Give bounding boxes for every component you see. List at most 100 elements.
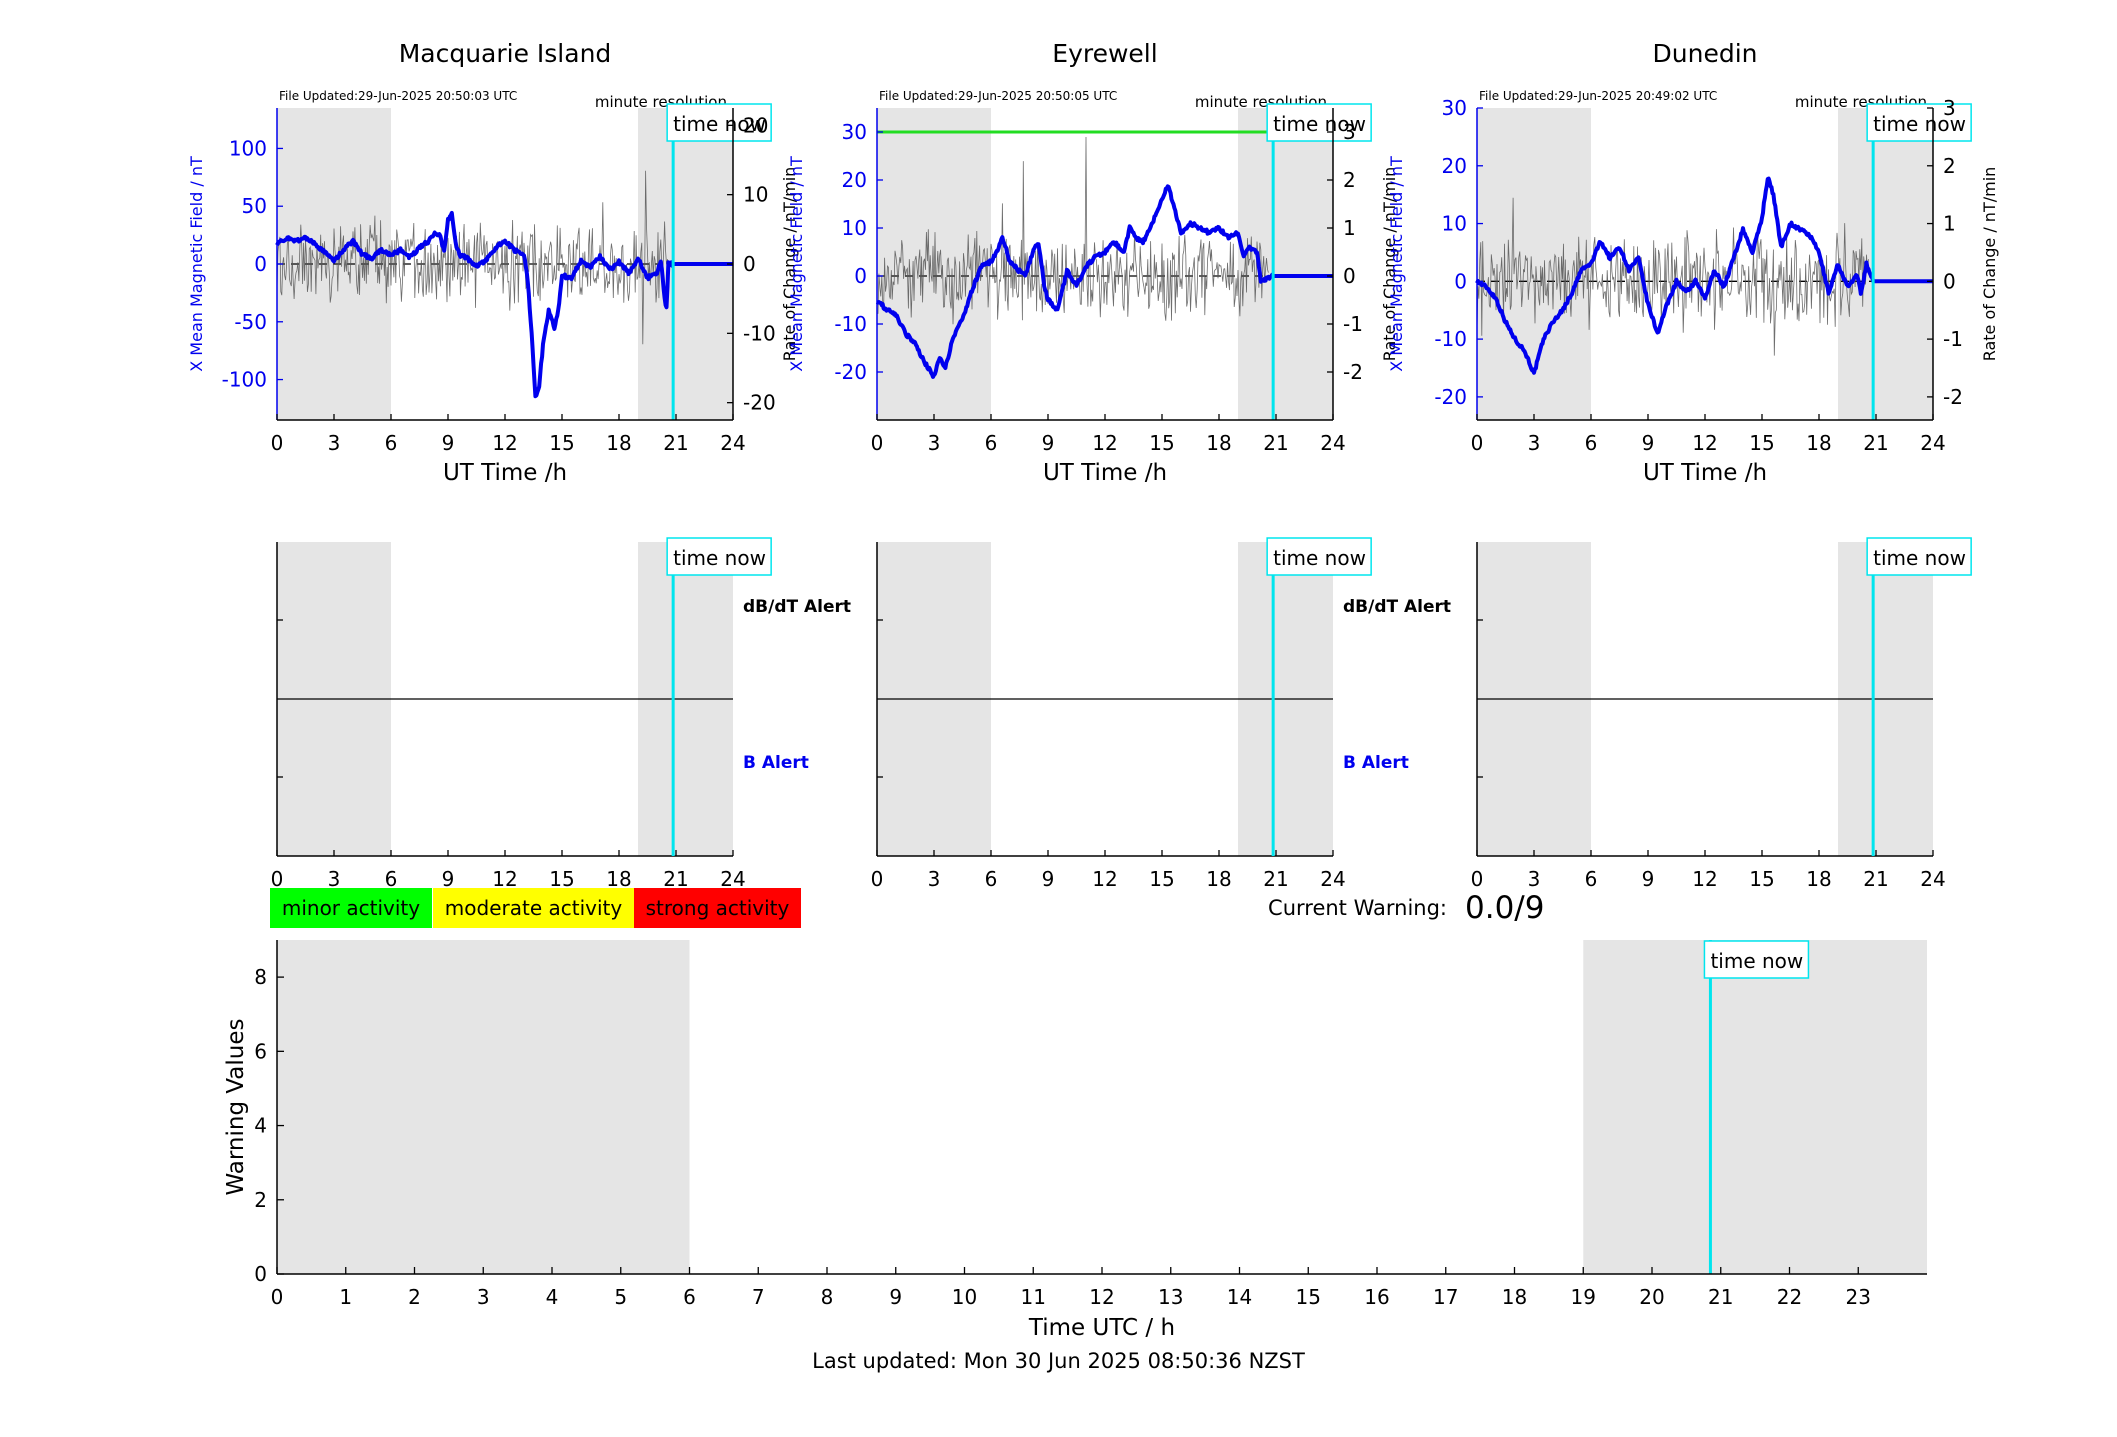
left-tick-label: 50 <box>242 194 267 218</box>
x-tick-label: 21 <box>1863 867 1888 891</box>
station-alert-panels: 0 3 6 9 12 15 18 21 24 time now dB/dT Alert B Alert… <box>271 537 1972 891</box>
station-title: Dunedin <box>1653 39 1758 68</box>
current-warning: Current Warning: 0.0/9 <box>1268 890 1544 926</box>
file-updated-text: File Updated:29-Jun-2025 20:50:05 UTC <box>879 89 1117 103</box>
x-tick-label: 18 <box>1502 1285 1527 1309</box>
right-tick-label: -2 <box>1943 385 1963 409</box>
x-tick-label: 0 <box>871 431 884 455</box>
left-tick-label: 30 <box>842 120 867 144</box>
time-now-box <box>1266 537 1372 576</box>
left-tick-label: 100 <box>229 136 267 160</box>
legend-swatch-strong <box>634 888 801 928</box>
x-tick-label: 2 <box>408 1285 421 1309</box>
x-tick-label: 21 <box>1708 1285 1733 1309</box>
x-tick-label: 15 <box>1749 867 1774 891</box>
x-tick-label: 18 <box>1806 867 1831 891</box>
x-tick-label: 12 <box>1089 1285 1114 1309</box>
x-tick-label: 11 <box>1021 1285 1046 1309</box>
legend-label-moderate: moderate activity <box>445 896 623 920</box>
x-tick-label: 3 <box>928 431 941 455</box>
time-now-label: time now <box>1273 546 1366 570</box>
time-now-box <box>1266 103 1372 142</box>
right-axis-label: Rate of Change / nT/min <box>780 167 799 362</box>
left-tick-label: 0 <box>854 264 867 288</box>
x-tick-label: 0 <box>871 867 884 891</box>
magnetic-field-series <box>275 210 735 399</box>
db-dt-alert-label: dB/dT Alert <box>743 597 851 617</box>
x-tick-label: 3 <box>477 1285 490 1309</box>
right-tick-label: 10 <box>743 183 768 207</box>
legend-swatch-minor <box>270 888 432 928</box>
x-tick-label: 21 <box>1863 431 1888 455</box>
y-tick-label: 6 <box>254 1039 267 1063</box>
left-tick-label: 0 <box>254 252 267 276</box>
x-tick-label: 0 <box>1471 867 1484 891</box>
time-now-box <box>1866 103 1972 142</box>
right-tick-label: 0 <box>1343 264 1356 288</box>
x-tick-label: 1 <box>339 1285 352 1309</box>
right-tick-label: 1 <box>1343 216 1356 240</box>
time-now-box <box>1866 537 1972 576</box>
x-tick-label: 9 <box>889 1285 902 1309</box>
x-axis-label: Time UTC / h <box>1028 1315 1175 1341</box>
x-tick-label: 24 <box>1920 431 1945 455</box>
x-tick-label: 21 <box>663 431 688 455</box>
x-tick-label: 9 <box>1642 431 1655 455</box>
x-axis-label: UT Time /h <box>443 460 567 486</box>
x-tick-label: 20 <box>1639 1285 1664 1309</box>
x-tick-label: 6 <box>385 867 398 891</box>
right-tick-label: 1 <box>1943 212 1956 236</box>
x-tick-label: 9 <box>1042 867 1055 891</box>
time-now-box <box>666 103 772 142</box>
x-tick-label: 7 <box>752 1285 765 1309</box>
b-alert-label: B Alert <box>743 753 809 773</box>
station-panel-2: Dunedin File Updated:29-Jun-2025 20:49:02… <box>1387 39 1999 486</box>
x-tick-label: 3 <box>928 867 941 891</box>
x-tick-label: 18 <box>1206 431 1231 455</box>
file-updated-text: File Updated:29-Jun-2025 20:49:02 UTC <box>1479 89 1717 103</box>
x-tick-label: 3 <box>1528 867 1541 891</box>
x-tick-label: 16 <box>1364 1285 1389 1309</box>
x-tick-label: 0 <box>1471 431 1484 455</box>
x-tick-label: 12 <box>1092 431 1117 455</box>
left-axis-label: X Mean Magnetic Field / nT <box>787 156 806 372</box>
x-tick-label: 9 <box>1042 431 1055 455</box>
x-tick-label: 0 <box>271 1285 284 1309</box>
station-title: Macquarie Island <box>399 39 612 68</box>
x-tick-label: 15 <box>1749 431 1774 455</box>
rate-of-change-series <box>1476 197 1869 356</box>
last-updated-text: Last updated: Mon 30 Jun 2025 08:50:36 N… <box>812 1349 1305 1373</box>
right-tick-label: -1 <box>1343 312 1363 336</box>
x-tick-label: 18 <box>1806 431 1831 455</box>
current-warning-label: Current Warning: <box>1268 896 1447 920</box>
left-tick-label: -10 <box>1434 327 1467 351</box>
x-tick-label: 9 <box>442 867 455 891</box>
file-updated-text: File Updated:29-Jun-2025 20:50:03 UTC <box>279 89 517 103</box>
x-tick-label: 21 <box>1263 431 1288 455</box>
left-tick-label: -100 <box>222 368 267 392</box>
legend-swatch-moderate <box>433 888 634 928</box>
x-tick-label: 6 <box>985 431 998 455</box>
x-tick-label: 15 <box>1296 1285 1321 1309</box>
night-shade-1 <box>1583 940 1927 1274</box>
x-tick-label: 10 <box>952 1285 977 1309</box>
time-now-label: time now <box>673 112 766 136</box>
right-axis-label: Rate of Change / nT/min <box>1380 167 1399 362</box>
current-warning-value: 0.0/9 <box>1465 890 1544 926</box>
right-tick-label: -2 <box>1343 360 1363 384</box>
x-tick-label: 13 <box>1158 1285 1183 1309</box>
alert-panel-1: 0 3 6 9 12 15 18 21 24 time now dB/dT Alert B Alert <box>871 537 1451 891</box>
right-tick-label: -1 <box>1943 327 1963 351</box>
x-tick-label: 22 <box>1777 1285 1802 1309</box>
night-shade-1 <box>1838 108 1933 420</box>
night-shade-0 <box>877 108 991 420</box>
x-tick-label: 12 <box>1092 867 1117 891</box>
x-tick-label: 15 <box>549 867 574 891</box>
left-tick-label: 20 <box>1442 154 1467 178</box>
x-tick-label: 3 <box>328 867 341 891</box>
x-tick-label: 12 <box>492 867 517 891</box>
x-tick-label: 3 <box>328 431 341 455</box>
x-axis-label: UT Time /h <box>1643 460 1767 486</box>
time-now-label: time now <box>1873 546 1966 570</box>
